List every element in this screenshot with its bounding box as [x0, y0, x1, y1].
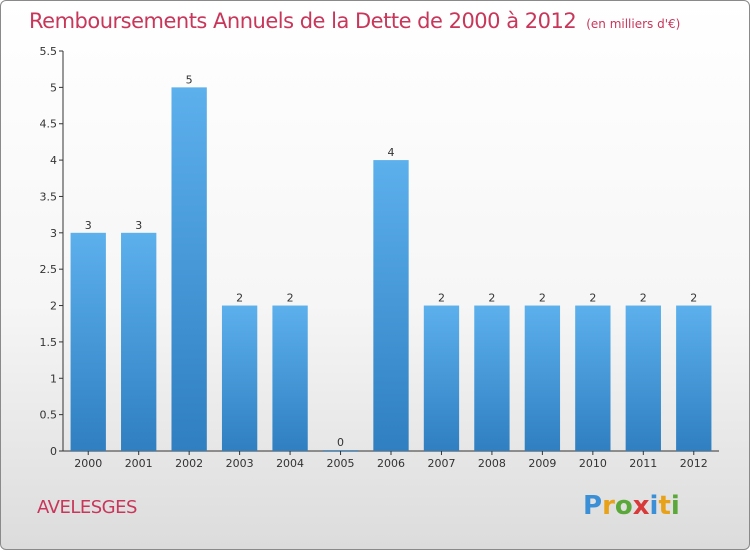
y-tick-label: 2 [50, 300, 57, 313]
chart-title: Remboursements Annuels de la Dette de 20… [29, 9, 680, 33]
y-tick-label: 3 [50, 227, 57, 240]
x-tick-label: 2010 [579, 457, 607, 470]
x-tick-label: 2007 [427, 457, 455, 470]
x-tick-label: 2005 [327, 457, 355, 470]
data-label: 3 [85, 219, 92, 232]
bar [524, 305, 561, 451]
bar [474, 305, 510, 451]
data-label: 2 [287, 292, 294, 305]
x-tick-label: 2008 [478, 457, 506, 470]
bar [272, 305, 308, 451]
logo-letter: r [602, 491, 615, 521]
bar [373, 160, 409, 451]
data-label: 2 [539, 292, 546, 305]
y-tick-label: 4 [50, 154, 57, 167]
data-label: 2 [236, 292, 243, 305]
data-label: 2 [589, 292, 596, 305]
y-tick-label: 2.5 [40, 263, 58, 276]
bar [423, 305, 460, 451]
logo-letter: i [670, 491, 680, 521]
data-label: 2 [640, 292, 647, 305]
bar [70, 232, 106, 451]
y-tick-label: 4.5 [40, 118, 58, 131]
data-label: 0 [337, 436, 344, 449]
y-tick-label: 3.5 [40, 190, 58, 203]
data-label: 4 [388, 146, 395, 159]
bar [121, 232, 157, 451]
y-tick-label: 5.5 [40, 45, 58, 58]
data-label: 2 [690, 292, 697, 305]
chart-title-text: Remboursements Annuels de la Dette de 20… [29, 9, 577, 33]
chart-subtitle: (en milliers d'€) [586, 17, 681, 31]
data-label: 2 [438, 292, 445, 305]
x-tick-label: 2011 [629, 457, 657, 470]
logo-letter: o [614, 491, 633, 521]
bar [676, 305, 712, 451]
x-tick-label: 2001 [125, 457, 153, 470]
logo-letter: i [649, 491, 659, 521]
bar [575, 305, 611, 451]
x-tick-label: 2000 [74, 457, 102, 470]
data-label: 2 [488, 292, 495, 305]
bar [171, 87, 207, 451]
x-tick-label: 2012 [680, 457, 708, 470]
y-tick-label: 0 [50, 445, 57, 458]
y-tick-label: 0.5 [40, 409, 58, 422]
logo-letter: t [658, 491, 671, 521]
x-tick-label: 2006 [377, 457, 405, 470]
proxiti-logo: Proxiti [583, 491, 680, 521]
commune-name: AVELESGES [37, 497, 137, 518]
x-tick-label: 2003 [226, 457, 254, 470]
data-labels: 3 3 5 2 2 0 4 2 2 2 2 2 2 [85, 73, 698, 449]
data-label: 5 [186, 73, 193, 86]
bars [70, 87, 712, 451]
axes: 0 0.5 1 1.5 2 2.5 3 3.5 4 4.5 5 5.5 2000 2001 2002 2003… [40, 45, 719, 470]
logo-letter: P [583, 491, 603, 521]
data-label: 3 [135, 219, 142, 232]
bar [322, 450, 359, 451]
y-tick-label: 1.5 [40, 336, 58, 349]
bar [625, 305, 661, 451]
logo-letter: x [632, 491, 650, 521]
x-tick-label: 2002 [175, 457, 203, 470]
y-tick-label: 5 [50, 81, 57, 94]
x-tick-label: 2004 [276, 457, 304, 470]
y-tick-label: 1 [50, 372, 57, 385]
x-tick-label: 2009 [528, 457, 556, 470]
bar [221, 305, 258, 451]
